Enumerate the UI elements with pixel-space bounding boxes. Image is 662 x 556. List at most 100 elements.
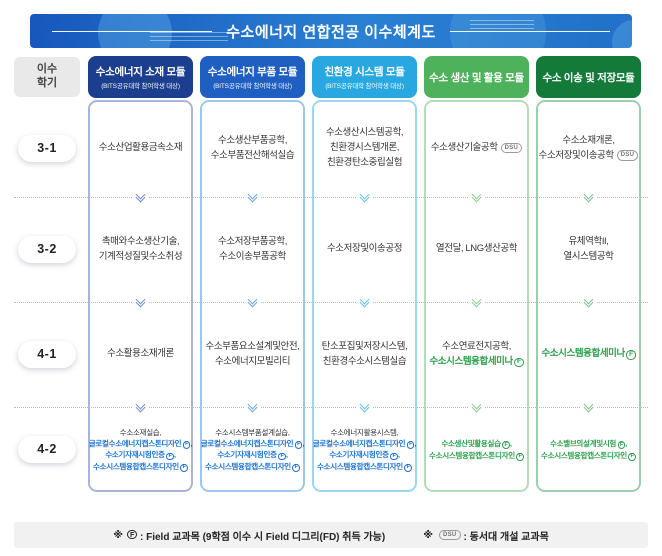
course-line: 수소소재실습, (119, 427, 162, 438)
page-title: 수소에너지 연합전공 이수체계도 (226, 23, 436, 41)
footnote-field: ※ F : Field 교과목 (9학점 이수 시 Field 디그리(FD) … (113, 528, 385, 543)
course-line: 수소시스템융합캡스톤디자인 F (93, 461, 188, 473)
module-header-3: 친환경 시스템 모듈 (BITS공유대학 참여학생 대상) (312, 56, 417, 98)
semester-pill-3-2: 3-2 (18, 235, 76, 263)
dsu-badge: DSU (438, 529, 461, 541)
course-name: 수소에너지활용시스템, (330, 427, 399, 437)
course-name: 유체역학II, (568, 235, 609, 247)
course-line: 수소기자재시험인증 F, (329, 449, 400, 461)
course-line: 친환경탄소중립실험 (327, 156, 402, 171)
course-line: 열전달, LNG생산공학 (435, 242, 518, 257)
module-subtitle: (BITS공유대학 참여학생 대상) (325, 83, 404, 90)
course-name: 수소소재개론, (562, 134, 615, 146)
footnote-dsu: ※ DSU : 동서대 개설 교과목 (423, 528, 549, 543)
title-banner: 수소에너지 연합전공 이수체계도 (30, 14, 632, 48)
course-name: 수소시스템융합세미나 F (541, 348, 636, 360)
course-line: 수소에너지활용시스템, (331, 427, 399, 438)
chevron-down-icon (243, 399, 261, 413)
field-course-icon: F (502, 441, 510, 450)
course-cell: 수소활용소재개론 (88, 302, 193, 407)
course-line: 탄소포집및저장시스템, (322, 340, 408, 355)
course-name: 수소시스템융합캡스톤디자인 F (429, 451, 524, 461)
chevron-down-icon (131, 189, 149, 203)
field-course-icon: F (404, 464, 412, 472)
module-title: 친환경 시스템 모듈 (324, 66, 405, 78)
course-name: 수소기자재시험인증 F, (329, 450, 400, 461)
course-line: 수소시스템융합캡스톤디자인 F (541, 450, 636, 462)
course-name: 친환경시스템개론, (330, 142, 399, 154)
course-cell: 수소생산기술공학 DSU (424, 100, 529, 197)
semester-header-line1: 이수 (36, 63, 58, 76)
row-divider (14, 197, 648, 198)
chevron-down-icon (467, 189, 485, 203)
course-name: 수소시스템융합캡스톤디자인 F (541, 451, 636, 461)
course-name: 수소소재실습, (119, 427, 162, 437)
course-name: 수소에너지모빌리티 (214, 355, 291, 367)
field-course-icon: F (514, 357, 524, 367)
course-name: 수소시스템부품설계실습, (215, 427, 290, 437)
course-cell: 수소생산및활용실습 F, 수소시스템융합캡스톤디자인 F (424, 407, 529, 492)
course-name: 탄소포집및저장시스템, (321, 340, 408, 352)
row-divider (14, 407, 648, 408)
course-name: 수소저장부품공학, (218, 235, 287, 247)
course-name: 수소활용소재개론 (107, 348, 174, 360)
course-line: 수소부품전산해석실습 (211, 149, 295, 164)
course-cell: 수소밸브의설계및시험 F, 수소시스템융합캡스톤디자인 F (536, 407, 641, 492)
course-line: 수소소재개론, (562, 134, 615, 149)
course-name: 수소기자재시험인증 F, (105, 450, 176, 461)
field-course-icon: F (294, 441, 303, 449)
course-line: 수소부품요소설계및안전, (206, 340, 300, 355)
course-line: 수소저장및이송공정 (327, 242, 402, 257)
course-line: 수소시스템융합세미나 F (541, 347, 636, 362)
field-course-icon: F (278, 452, 286, 461)
course-name: 열전달, LNG생산공학 (435, 243, 518, 255)
chevron-down-icon (243, 294, 261, 308)
banner-left-line (52, 30, 213, 32)
module-title: 수소에너지 소재 모듈 (95, 66, 186, 78)
course-cell: 수소생산부품공학, 수소부품전산해석실습 (200, 100, 305, 197)
course-name: 수소연료전지공학, (442, 340, 511, 352)
banner-content: 수소에너지 연합전공 이수체계도 (30, 21, 632, 42)
course-name: 수소생산부품공학, (218, 134, 287, 146)
field-course-icon: F (617, 441, 626, 450)
footnote-field-text: : Field 교과목 (9학점 이수 시 Field 디그리(FD) 취득 가… (139, 531, 386, 543)
chevron-down-icon (467, 294, 485, 308)
course-cell: 탄소포집및저장시스템, 친환경수소시스템실습 (312, 302, 417, 407)
module-header-2: 수소에너지 부품 모듈 (BITS공유대학 참여학생 대상) (200, 56, 305, 98)
course-cell: 촉매와수소생산기술, 기계적성질및수소취성 (88, 197, 193, 302)
course-line: 수소시스템융합캡스톤디자인 F (429, 450, 524, 462)
banner-speedlines-decoration (150, 32, 228, 44)
course-cell: 수소생산시스템공학, 친환경시스템개론, 친환경탄소중립실험 (312, 100, 417, 197)
course-cell: 수소소재실습, 글로컬수소에너지캡스톤디자인 F, 수소기자재시험인증 F, 수소시스템융… (88, 407, 193, 492)
chevron-down-icon (467, 399, 485, 413)
row-divider (14, 302, 648, 303)
course-cell: 수소시스템부품설계실습, 글로컬수소에너지캡스톤디자인 F, 수소기자재시험인증 F, 수… (200, 407, 305, 492)
course-line: 글로컬수소에너지캡스톤디자인 F, (201, 438, 304, 450)
course-line: 수소밸브의설계및시험 F, (550, 438, 627, 450)
semester-pill-4-1: 4-1 (18, 340, 76, 368)
course-cell: 열전달, LNG생산공학 (424, 197, 529, 302)
field-course-icon: F (390, 452, 398, 461)
asterisk-symbol: ※ (423, 529, 433, 541)
banner-speedlines-decoration (470, 20, 534, 32)
course-cell: 수소부품요소설계및안전, 수소에너지모빌리티 (200, 302, 305, 407)
field-course-icon: F (406, 441, 415, 449)
banner-circle-decoration (612, 20, 632, 48)
course-name: 수소생산기술공학 (430, 142, 498, 154)
field-course-icon: F (626, 350, 636, 360)
semester-column-header: 이수 학기 (14, 57, 80, 97)
course-line: 수소산업활용금속소재 (99, 141, 183, 156)
course-line: 수소저장부품공학, (218, 235, 287, 250)
module-title: 수소 이송 및 저장모듈 (542, 71, 635, 84)
field-course-icon: F (516, 452, 524, 461)
course-cell: 수소저장부품공학, 수소이송부품공학 (200, 197, 305, 302)
course-line: 수소시스템부품설계실습, (215, 427, 290, 438)
course-line: 수소연료전지공학, (442, 340, 511, 355)
course-line: 수소저장및이송공학 DSU (539, 149, 639, 164)
course-name: 수소이송부품공학 (219, 250, 286, 262)
course-line: 수소에너지모빌리티 (215, 355, 290, 370)
chevron-down-icon (579, 189, 597, 203)
asterisk-symbol: ※ (113, 529, 123, 541)
course-name: 수소시스템융합캡스톤디자인 F (205, 462, 300, 472)
field-course-icon: F (180, 464, 188, 472)
